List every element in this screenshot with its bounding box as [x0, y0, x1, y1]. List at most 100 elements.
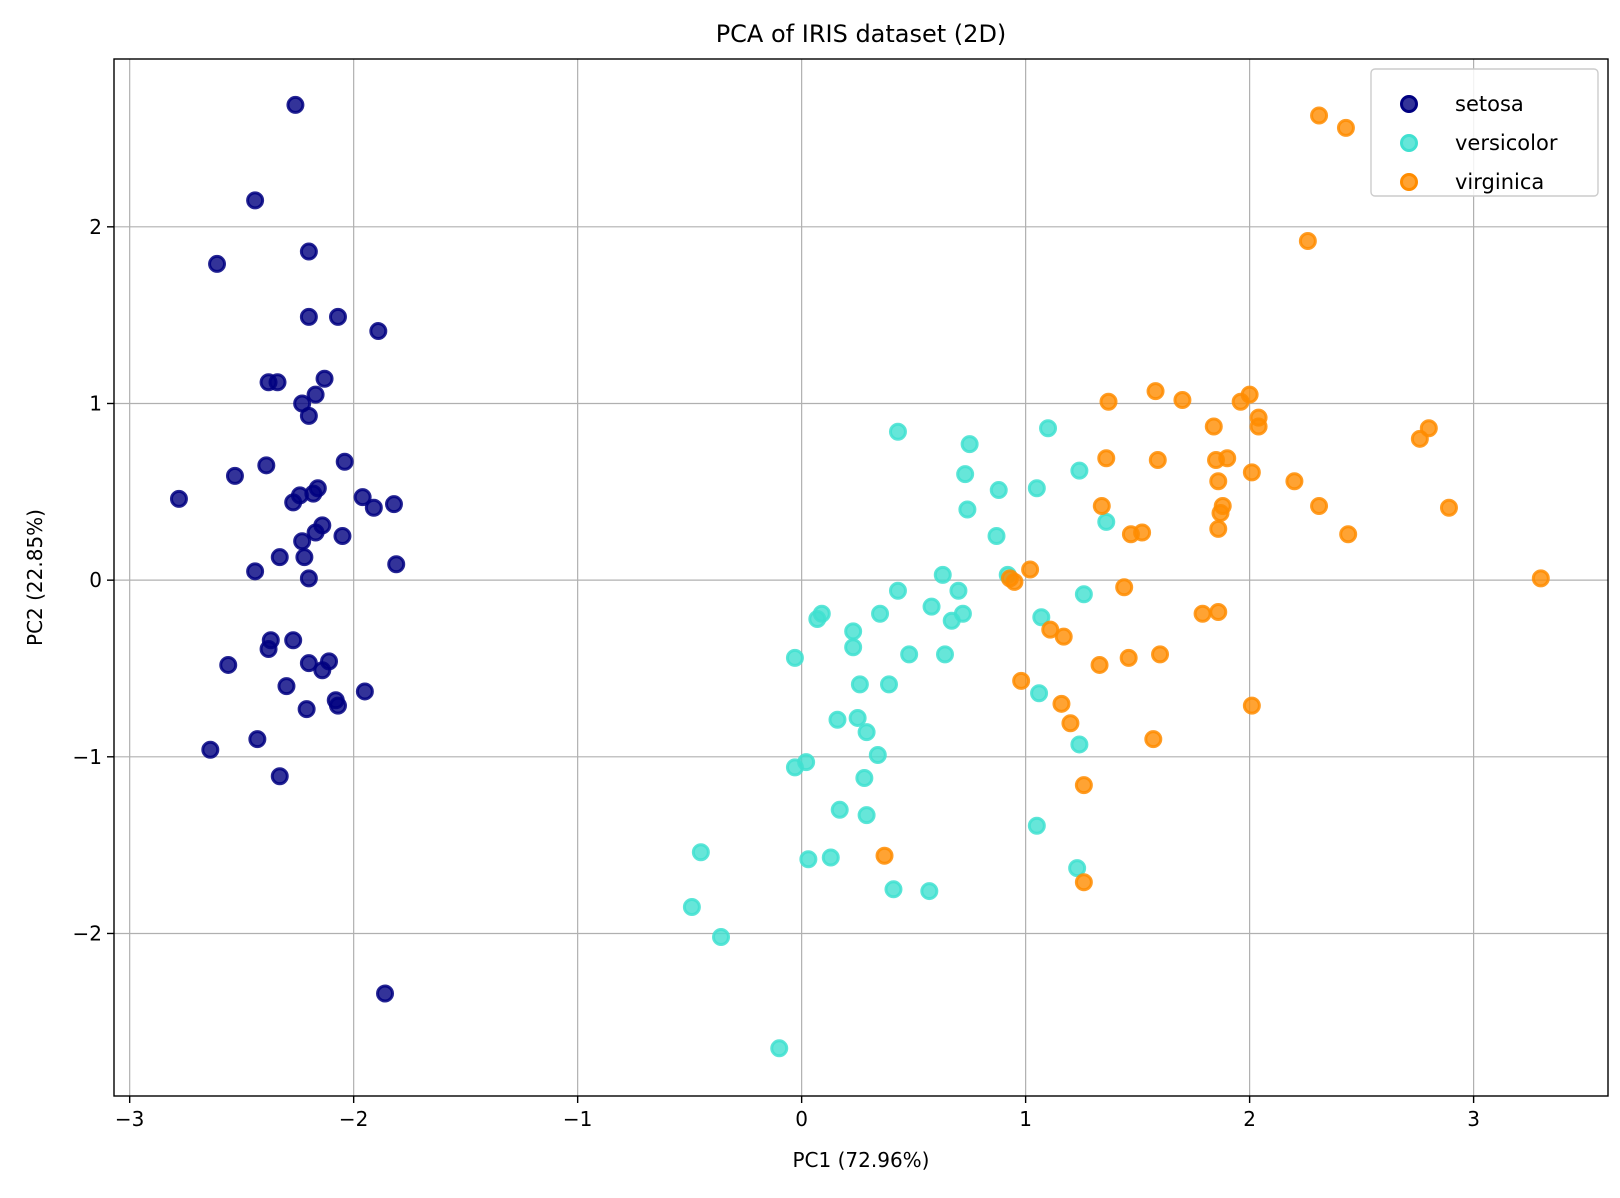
point-versicolor: [770, 1039, 789, 1058]
point-setosa: [308, 479, 327, 498]
series-setosa: [169, 95, 406, 1003]
x-axis-label: PC1 (72.96%): [793, 1148, 930, 1172]
point-versicolor: [828, 710, 847, 729]
legend-label-setosa: setosa: [1455, 92, 1524, 116]
point-versicolor: [850, 675, 869, 694]
legend-marker-setosa: [1400, 95, 1418, 113]
point-versicolor: [1030, 684, 1049, 703]
legend-box: [1370, 68, 1599, 197]
point-versicolor: [960, 435, 979, 454]
data-points: [169, 95, 1550, 1058]
y-tick-label: 2: [89, 215, 102, 239]
point-virginica: [1209, 519, 1228, 538]
point-virginica: [1285, 472, 1304, 491]
x-tick-label: 3: [1467, 1107, 1480, 1131]
point-virginica: [875, 846, 894, 865]
point-virginica: [1146, 382, 1165, 401]
point-setosa: [364, 498, 383, 517]
point-versicolor: [855, 769, 874, 788]
point-virginica: [1148, 451, 1167, 470]
point-virginica: [1061, 714, 1080, 733]
point-versicolor: [1027, 479, 1046, 498]
point-virginica: [1041, 620, 1060, 639]
legend-label-versicolor: versicolor: [1455, 131, 1558, 155]
point-versicolor: [868, 746, 887, 765]
point-versicolor: [884, 880, 903, 899]
point-versicolor: [844, 638, 863, 657]
point-setosa: [315, 369, 334, 388]
point-virginica: [1218, 449, 1237, 468]
plot-frame: [113, 58, 1609, 1097]
point-versicolor: [844, 622, 863, 641]
point-virginica: [1052, 694, 1071, 713]
point-versicolor: [1039, 419, 1058, 438]
point-setosa: [299, 406, 318, 425]
point-virginica: [1410, 429, 1429, 448]
point-setosa: [257, 456, 276, 475]
point-versicolor: [1027, 816, 1046, 835]
point-versicolor: [1074, 585, 1093, 604]
point-setosa: [306, 385, 325, 404]
chart-title: PCA of IRIS dataset (2D): [716, 20, 1007, 48]
point-virginica: [1336, 118, 1355, 137]
point-setosa: [335, 452, 354, 471]
point-setosa: [353, 488, 372, 507]
point-setosa: [328, 696, 347, 715]
legend-label-virginica: virginica: [1455, 170, 1544, 194]
point-setosa: [369, 322, 388, 341]
point-setosa: [259, 640, 278, 659]
point-virginica: [1144, 730, 1163, 749]
point-versicolor: [808, 610, 827, 629]
point-setosa: [246, 191, 265, 210]
point-virginica: [1209, 472, 1228, 491]
point-versicolor: [1032, 608, 1051, 627]
point-setosa: [376, 984, 395, 1003]
point-versicolor: [989, 481, 1008, 500]
point-setosa: [208, 254, 227, 273]
point-setosa: [225, 466, 244, 485]
point-virginica: [1193, 604, 1212, 623]
legend: setosa versicolor virginica: [1370, 68, 1599, 197]
point-virginica: [1097, 449, 1116, 468]
point-versicolor: [987, 526, 1006, 545]
point-setosa: [299, 654, 318, 673]
point-virginica: [1211, 504, 1230, 523]
point-virginica: [1240, 385, 1259, 404]
point-virginica: [1173, 390, 1192, 409]
point-setosa: [328, 307, 347, 326]
point-versicolor: [1070, 461, 1089, 480]
y-axis-label: PC2 (22.85%): [23, 509, 47, 646]
point-versicolor: [879, 675, 898, 694]
grid: [114, 59, 1608, 1096]
point-virginica: [1119, 648, 1138, 667]
point-setosa: [299, 307, 318, 326]
point-versicolor: [785, 648, 804, 667]
point-setosa: [277, 677, 296, 696]
point-versicolor: [956, 465, 975, 484]
point-versicolor: [799, 850, 818, 869]
point-versicolor: [1068, 859, 1087, 878]
point-setosa: [286, 95, 305, 114]
x-tick-label: 0: [795, 1107, 808, 1131]
x-tick-label: 2: [1243, 1107, 1256, 1131]
point-virginica: [1074, 776, 1093, 795]
point-virginica: [1021, 560, 1040, 579]
point-versicolor: [830, 800, 849, 819]
point-versicolor: [712, 928, 731, 947]
point-versicolor: [935, 645, 954, 664]
point-setosa: [295, 548, 314, 567]
point-setosa: [270, 767, 289, 786]
point-setosa: [320, 652, 339, 671]
point-virginica: [1310, 496, 1329, 515]
point-versicolor: [900, 645, 919, 664]
point-setosa: [284, 493, 303, 512]
point-virginica: [1151, 645, 1170, 664]
y-tick-label: 1: [89, 391, 102, 415]
legend-marker-virginica: [1400, 173, 1418, 191]
point-setosa: [270, 548, 289, 567]
point-virginica: [1204, 417, 1223, 436]
point-virginica: [1005, 572, 1024, 591]
x-tick-label: 1: [1019, 1107, 1032, 1131]
